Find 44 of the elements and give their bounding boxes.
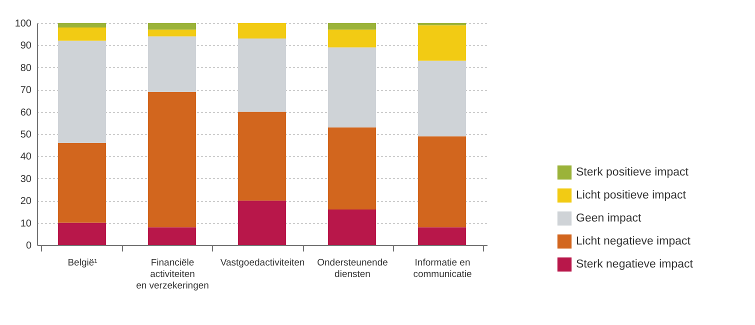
x-tick-label: Informatie en communicatie xyxy=(413,258,472,280)
y-tick-label: 80 xyxy=(20,62,32,74)
y-tick-label: 20 xyxy=(20,196,32,208)
bar xyxy=(418,60,466,136)
bar xyxy=(58,40,106,143)
x-tick-label: Financiële activiteiten en verzekeringen xyxy=(136,258,209,292)
bar xyxy=(418,227,466,245)
bar xyxy=(328,209,376,245)
bar xyxy=(418,136,466,228)
bar xyxy=(58,222,106,245)
bar xyxy=(328,47,376,128)
y-tick-label: 30 xyxy=(20,174,32,185)
bar xyxy=(328,30,376,48)
bar xyxy=(328,127,376,210)
bar xyxy=(58,27,106,41)
y-tick-label: 10 xyxy=(20,218,32,230)
legend-label: Sterk negatieve impact xyxy=(576,258,694,270)
y-tick-label: 70 xyxy=(20,85,32,96)
x-tick-label: Vastgoedactiviteiten xyxy=(220,258,305,268)
legend-label: Sterk positieve impact xyxy=(576,166,690,178)
x-tick-label: Ondersteunende diensten xyxy=(317,258,388,280)
bar xyxy=(148,30,196,36)
y-tick-label: 60 xyxy=(20,107,32,118)
bar xyxy=(58,142,106,223)
y-tick-label: 0 xyxy=(26,240,32,252)
y-tick-label: 40 xyxy=(20,152,32,163)
bar xyxy=(418,25,466,61)
legend-label: Licht negatieve impact xyxy=(576,236,692,248)
legend-label: Licht positieve impact xyxy=(576,190,687,202)
bar xyxy=(238,23,286,39)
y-tick-label: 50 xyxy=(20,130,32,140)
y-tick-label: 100 xyxy=(14,18,32,30)
bar xyxy=(238,112,286,201)
y-tick-label: 90 xyxy=(20,40,32,52)
legend-label: Geen impact xyxy=(576,212,642,224)
x-tick-label: België¹ xyxy=(68,258,98,268)
bar xyxy=(148,227,196,245)
bar xyxy=(148,36,196,92)
bar xyxy=(58,23,106,28)
bar xyxy=(328,23,376,30)
bar xyxy=(238,38,286,112)
bar xyxy=(148,92,196,228)
bar xyxy=(238,200,286,245)
bar xyxy=(148,23,196,30)
